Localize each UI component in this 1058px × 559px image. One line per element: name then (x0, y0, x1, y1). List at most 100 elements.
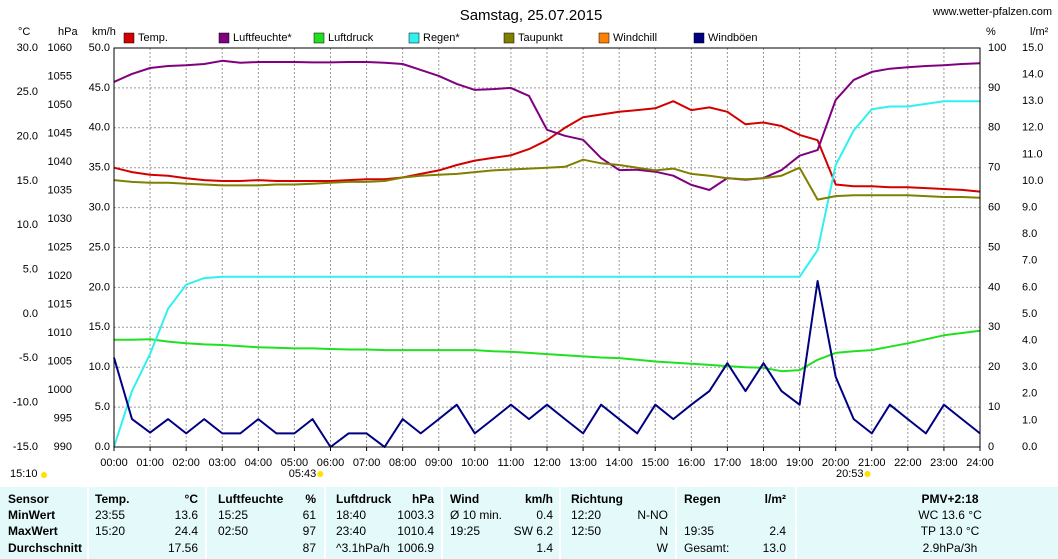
table-header-cell: °C (185, 492, 199, 506)
series-line (113, 280, 981, 448)
x-tick-label: 15:00 (641, 457, 669, 469)
table-header-cell: % (305, 492, 316, 506)
y-tick-label: 10.0 (89, 361, 110, 373)
y-tick-label: 90 (988, 82, 1000, 94)
y-tick-label: -5.0 (19, 352, 38, 364)
y-tick-label: 1025 (48, 241, 72, 253)
y-tick-label: 40 (988, 281, 1000, 293)
table-separators (87, 487, 797, 559)
x-tick-label: 02:00 (172, 457, 200, 469)
y-axis-unit: % (986, 26, 996, 38)
x-tick-label: 06:00 (317, 457, 345, 469)
y-tick-label: 25.0 (17, 86, 38, 98)
legend-swatch (313, 32, 325, 44)
y-axis-unit: km/h (92, 26, 116, 38)
table-cell: 1010.4 (397, 524, 434, 538)
y-tick-label: 12.0 (1022, 122, 1043, 134)
source-label: www.wetter-pfalzen.com (932, 6, 1052, 18)
x-tick-label: 03:00 (208, 457, 236, 469)
table-cell: 19:25 (450, 524, 480, 538)
y-tick-label: 1030 (48, 213, 72, 225)
table-cell: 1006.9 (397, 541, 434, 555)
y-tick-label: 0 (988, 441, 994, 453)
series-line (113, 100, 981, 193)
table-cell: 0.4 (536, 508, 553, 522)
y-tick-label: 20.0 (89, 281, 110, 293)
y-tick-label: 40.0 (89, 122, 110, 134)
x-tick-label: 18:00 (750, 457, 778, 469)
y-tick-label: 0.0 (1022, 441, 1037, 453)
legend-swatch (598, 32, 610, 44)
x-tick-label: 17:00 (714, 457, 742, 469)
x-tick-label: 08:00 (389, 457, 417, 469)
legend-label: Luftfeuchte* (233, 32, 292, 44)
legend-label: Luftdruck (328, 32, 374, 44)
y-tick-label: 1060 (48, 42, 72, 54)
y-tick-label: 50 (988, 241, 1000, 253)
x-tick-label: 12:00 (533, 457, 561, 469)
table-cell: N-NO (637, 508, 668, 522)
table-cell: 2.9hPa/3h (923, 541, 978, 555)
table-cell: 15:20 (95, 524, 125, 538)
y-tick-label: 0.0 (23, 308, 38, 320)
table-cell: Gesamt: (684, 541, 729, 555)
y-tick-label: 15.0 (89, 321, 110, 333)
note: 15:10 (10, 468, 38, 480)
y-tick-label: -15.0 (13, 441, 38, 453)
legend-swatch (693, 32, 705, 44)
y-tick-label: 70 (988, 162, 1000, 174)
legend-label: Taupunkt (518, 32, 563, 44)
y-axis-unit: hPa (58, 26, 78, 38)
x-tick-label: 19:00 (786, 457, 814, 469)
y-tick-label: 4.0 (1022, 335, 1037, 347)
y-tick-label: -10.0 (13, 397, 38, 409)
table-cell: TP 13.0 °C (921, 524, 980, 538)
x-tick-label: 14:00 (605, 457, 633, 469)
table-cell: 18:40 (336, 508, 366, 522)
x-tick-label: 00:00 (100, 457, 128, 469)
y-tick-label: 1010 (48, 327, 72, 339)
table-cell: W (657, 541, 669, 555)
table-cell: 23:55 (95, 508, 125, 522)
x-tick-label: 07:00 (353, 457, 381, 469)
y-tick-label: 6.0 (1022, 281, 1037, 293)
x-tick-label: 20:00 (822, 457, 850, 469)
table-cell: 87 (303, 541, 317, 555)
y-tick-label: 14.0 (1022, 69, 1043, 81)
plot-border (113, 47, 981, 448)
table-cell: SW 6.2 (514, 524, 554, 538)
x-tick-label: 22:00 (894, 457, 922, 469)
chart-title: Samstag, 25.07.2015 (460, 7, 603, 24)
y-tick-label: 1015 (48, 298, 72, 310)
y-tick-label: 995 (54, 412, 72, 424)
x-tick-label: 04:00 (245, 457, 273, 469)
y-tick-label: 80 (988, 122, 1000, 134)
table-cell: 23:40 (336, 524, 366, 538)
y-tick-label: 3.0 (1022, 361, 1037, 373)
table-header-cell: hPa (412, 492, 434, 506)
y-tick-label: 20.0 (17, 131, 38, 143)
y-tick-label: 990 (54, 441, 72, 453)
table-cell: ^3.1hPa/h (336, 541, 390, 555)
y-tick-label: 1000 (48, 384, 72, 396)
table-cell: WC 13.6 °C (918, 508, 982, 522)
x-tick-label: 13:00 (569, 457, 597, 469)
table-cell: 19:35 (684, 524, 714, 538)
legend-swatch (503, 32, 515, 44)
table-header-cell: Richtung (571, 492, 623, 506)
series-line (113, 158, 981, 201)
y-tick-label: 15.0 (1022, 42, 1043, 54)
table-cell: Durchschnitt (8, 541, 82, 555)
annotation-label: 05:43 (289, 468, 317, 480)
y-tick-label: 1050 (48, 99, 72, 111)
table-cell: MinWert (8, 508, 55, 522)
table-cell: 13.0 (763, 541, 787, 555)
y-tick-label: 1055 (48, 70, 72, 82)
y-tick-label: 1005 (48, 355, 72, 367)
y-tick-label: 30 (988, 321, 1000, 333)
table-cell: 97 (303, 524, 317, 538)
table-cell: 15:25 (218, 508, 248, 522)
table-header-cell: l/m² (765, 492, 786, 506)
y-tick-label: 60 (988, 202, 1000, 214)
